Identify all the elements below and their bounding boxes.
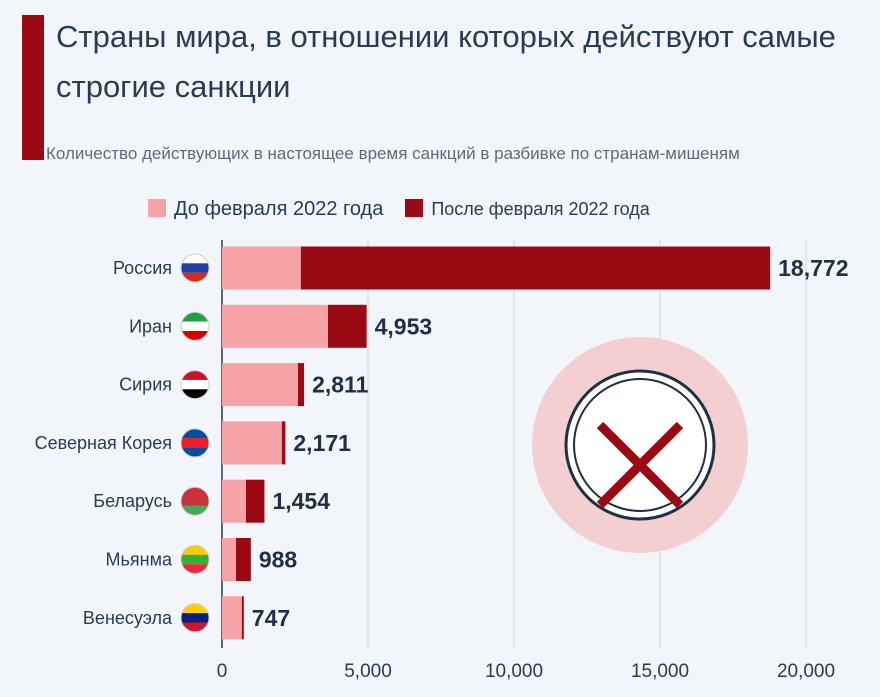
myanmar-flag-icon xyxy=(180,545,210,574)
category-label: Беларусь xyxy=(93,491,172,511)
bar-after xyxy=(236,538,251,581)
category-label: Мьянма xyxy=(106,550,173,570)
x-tick-label: 0 xyxy=(217,661,228,682)
total-label: 4,953 xyxy=(375,313,433,339)
chart-subtitle: Количество действующих в настоящее время… xyxy=(46,144,740,163)
category-label: Иран xyxy=(129,316,172,336)
category-label: Сирия xyxy=(119,375,172,395)
category-label: Северная Корея xyxy=(35,433,172,453)
x-tick-label: 5,000 xyxy=(344,661,392,682)
legend-swatch-before xyxy=(148,199,166,217)
iran-flag-icon xyxy=(180,311,210,341)
x-tick-label: 10,000 xyxy=(485,661,543,682)
bar-before xyxy=(222,479,246,523)
legend: До февраля 2022 года После февраля 2022 … xyxy=(148,198,650,221)
total-label: 2,171 xyxy=(293,430,351,456)
legend-item-after: После февраля 2022 года xyxy=(405,199,650,220)
cross-icon-stroke xyxy=(596,421,684,509)
total-label: 18,772 xyxy=(778,255,848,281)
total-label: 2,811 xyxy=(312,372,368,398)
bar-before xyxy=(222,596,242,640)
venezuela-flag-icon xyxy=(180,603,210,633)
total-label: 747 xyxy=(252,605,290,631)
bar-before xyxy=(222,304,328,348)
bar-after xyxy=(327,304,367,348)
russia-flag-icon xyxy=(180,253,210,283)
bar-after xyxy=(297,363,305,407)
bar-before xyxy=(222,421,282,465)
x-tick-label: 15,000 xyxy=(631,661,689,682)
bar-after xyxy=(281,421,286,465)
bar-before xyxy=(222,246,301,290)
title-accent-bar xyxy=(22,15,44,160)
belarus-flag-icon xyxy=(180,486,210,516)
category-label: Россия xyxy=(113,258,172,278)
chart-title: Страны мира, в отношении которых действу… xyxy=(56,19,836,104)
bar-before xyxy=(222,363,298,407)
legend-label-before: До февраля 2022 года xyxy=(174,198,384,220)
legend-item-before: До февраля 2022 года xyxy=(148,198,383,221)
bar-after xyxy=(300,246,771,290)
legend-swatch-after xyxy=(405,199,424,217)
cross-icon-ring xyxy=(564,369,716,521)
x-tick-label: 20,000 xyxy=(777,661,835,682)
total-label: 1,454 xyxy=(272,488,330,514)
north-korea-flag-icon xyxy=(180,428,210,458)
syria-flag-icon xyxy=(180,370,210,400)
legend-label-after: После февраля 2022 года xyxy=(431,199,650,219)
total-label: 988 xyxy=(259,547,298,573)
bar-after xyxy=(245,479,265,523)
bar-before xyxy=(222,538,237,581)
category-label: Венесуэла xyxy=(83,608,173,628)
cross-icon-inner-ring xyxy=(573,378,707,512)
bar-after xyxy=(241,596,244,640)
